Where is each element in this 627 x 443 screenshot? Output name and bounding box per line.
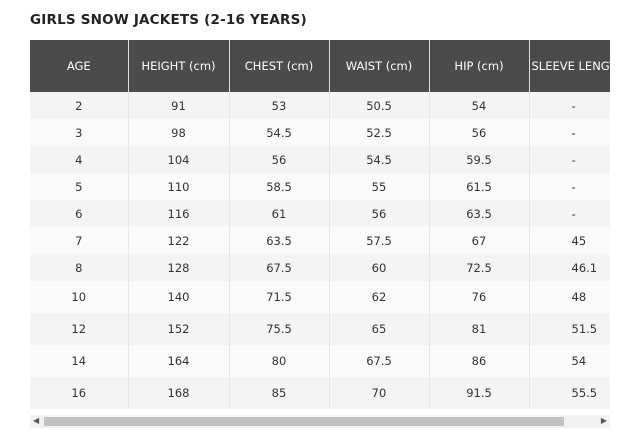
table-cell: 80 xyxy=(229,345,330,377)
table-cell: 54 xyxy=(529,345,610,377)
column-header: HEIGHT (cm) xyxy=(128,40,230,92)
table-cell: 53 xyxy=(229,92,330,119)
table-cell: 56 xyxy=(429,119,530,146)
table-row: 3 98 54.5 52.5 56- xyxy=(30,119,610,146)
table-title: GIRLS SNOW JACKETS (2-16 YEARS) xyxy=(30,12,307,28)
table-row: 16 168 85 70 91.5 55.5 xyxy=(30,377,610,409)
table-cell: 55.5 xyxy=(529,377,610,409)
table-cell: 7 xyxy=(30,227,129,254)
table-cell: 58.5 xyxy=(229,173,330,200)
table-cell: 54.5 xyxy=(329,146,430,173)
table-cell: 168 xyxy=(128,377,230,409)
table-cell: 91 xyxy=(128,92,230,119)
table-cell: 8 xyxy=(30,254,129,281)
table-cell: 63.5 xyxy=(229,227,330,254)
table-cell: 110 xyxy=(128,173,230,200)
table-cell: 81 xyxy=(429,313,530,345)
table-cell: 67 xyxy=(429,227,530,254)
table-row: 14 164 80 67.5 86 54 xyxy=(30,345,610,377)
table-cell: 6 xyxy=(30,200,129,227)
table-cell: 45 xyxy=(529,227,610,254)
table-cell: 46.1 xyxy=(529,254,610,281)
table-cell: 128 xyxy=(128,254,230,281)
table-body: 2 91 53 50.5 54-3 98 54.5 52.5 56-4 104 56 54.5 59.5… xyxy=(30,92,610,409)
table-cell: 14 xyxy=(30,345,129,377)
table-cell: 76 xyxy=(429,281,530,313)
table-cell: 59.5 xyxy=(429,146,530,173)
table-row: 5 110 58.5 55 61.5- xyxy=(30,173,610,200)
table-cell: 48 xyxy=(529,281,610,313)
table-cell: 60 xyxy=(329,254,430,281)
table-viewport: AGE HEIGHT (cm) CHEST (cm) WAIST (cm) HIP (c… xyxy=(30,40,610,413)
table-cell: 104 xyxy=(128,146,230,173)
table-row: 6 116 61 56 63.5- xyxy=(30,200,610,227)
table-cell: 51.5 xyxy=(529,313,610,345)
table-cell: 10 xyxy=(30,281,129,313)
table-cell: - xyxy=(529,200,610,227)
size-table: AGE HEIGHT (cm) CHEST (cm) WAIST (cm) HIP (c… xyxy=(30,40,610,409)
table-cell: - xyxy=(529,92,610,119)
table-cell: 57.5 xyxy=(329,227,430,254)
table-cell: 2 xyxy=(30,92,129,119)
table-cell: 4 xyxy=(30,146,129,173)
table-cell: 152 xyxy=(128,313,230,345)
column-header: HIP (cm) xyxy=(429,40,530,92)
table-cell: 61.5 xyxy=(429,173,530,200)
scroll-thumb[interactable] xyxy=(44,417,564,426)
table-row: 2 91 53 50.5 54- xyxy=(30,92,610,119)
table-cell: 3 xyxy=(30,119,129,146)
column-header: WAIST (cm) xyxy=(329,40,430,92)
table-cell: - xyxy=(529,119,610,146)
table-cell: 140 xyxy=(128,281,230,313)
table-row: 7 122 63.5 57.5 67 45 xyxy=(30,227,610,254)
table-cell: 50.5 xyxy=(329,92,430,119)
table-cell: 54 xyxy=(429,92,530,119)
table-cell: - xyxy=(529,146,610,173)
column-header: CHEST (cm) xyxy=(229,40,330,92)
table-cell: 116 xyxy=(128,200,230,227)
table-cell: - xyxy=(529,173,610,200)
scroll-left[interactable]: ◀ xyxy=(33,416,40,425)
table-cell: 122 xyxy=(128,227,230,254)
table-cell: 55 xyxy=(329,173,430,200)
table-cell: 98 xyxy=(128,119,230,146)
scroll-right[interactable]: ▶ xyxy=(600,416,607,425)
table-cell: 91.5 xyxy=(429,377,530,409)
table-cell: 62 xyxy=(329,281,430,313)
scrollbar[interactable]: ◀ ▶ xyxy=(30,415,610,428)
table-cell: 54.5 xyxy=(229,119,330,146)
table-cell: 52.5 xyxy=(329,119,430,146)
table-cell: 56 xyxy=(329,200,430,227)
table-cell: 67.5 xyxy=(329,345,430,377)
table-cell: 70 xyxy=(329,377,430,409)
table-cell: 75.5 xyxy=(229,313,330,345)
table-cell: 86 xyxy=(429,345,530,377)
table-cell: 71.5 xyxy=(229,281,330,313)
table-row: 8 128 67.5 60 72.5 46.1 xyxy=(30,254,610,281)
table-cell: 12 xyxy=(30,313,129,345)
column-header: SLEEVE LENGTH (cm) xyxy=(529,40,610,92)
table-cell: 61 xyxy=(229,200,330,227)
table-row: 10 140 71.5 62 76 48 xyxy=(30,281,610,313)
table-cell: 5 xyxy=(30,173,129,200)
table-cell: 85 xyxy=(229,377,330,409)
table-cell: 65 xyxy=(329,313,430,345)
header-row: AGE HEIGHT (cm) CHEST (cm) WAIST (cm) HIP (c… xyxy=(30,40,610,92)
table-row: 12 152 75.5 65 81 51.5 xyxy=(30,313,610,345)
table-row: 4 104 56 54.5 59.5- xyxy=(30,146,610,173)
table-cell: 164 xyxy=(128,345,230,377)
table-cell: 72.5 xyxy=(429,254,530,281)
table-cell: 63.5 xyxy=(429,200,530,227)
column-header: AGE xyxy=(30,40,129,92)
table-cell: 56 xyxy=(229,146,330,173)
table-cell: 67.5 xyxy=(229,254,330,281)
table-cell: 16 xyxy=(30,377,129,409)
